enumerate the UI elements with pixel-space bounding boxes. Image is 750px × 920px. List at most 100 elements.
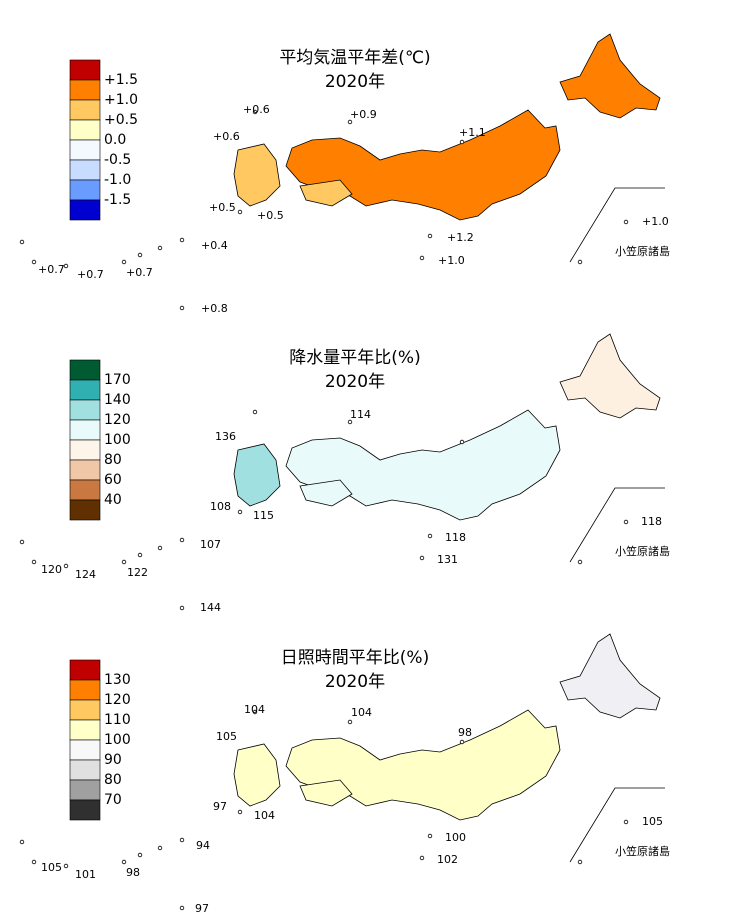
legend-box: [69, 119, 101, 141]
station-value: +1.2: [447, 231, 474, 244]
island: [252, 109, 258, 115]
station-value: +0.8: [201, 302, 228, 315]
station-value: 105: [642, 815, 663, 828]
station-value: +0.7: [126, 266, 153, 279]
island: [252, 409, 258, 415]
station-value: 97: [213, 800, 227, 813]
station-value: 120: [41, 563, 62, 576]
legend-label: 170: [104, 372, 131, 388]
station-value: 124: [75, 568, 96, 581]
panel-year: 2020年: [325, 72, 385, 92]
island: [623, 819, 629, 825]
station-value: 104: [254, 809, 275, 822]
legend-label: -1.5: [104, 192, 131, 208]
legend-box: [69, 739, 101, 761]
island: [63, 563, 69, 569]
station-value: 131: [437, 553, 458, 566]
legend-label: -0.5: [104, 152, 131, 168]
island: [623, 519, 629, 525]
panel-year: 2020年: [325, 372, 385, 392]
legend-label: 120: [104, 692, 131, 708]
station-value: 136: [215, 430, 236, 443]
island: [179, 237, 185, 243]
island: [121, 859, 127, 865]
island: [427, 233, 433, 239]
island: [63, 263, 69, 269]
island: [179, 305, 185, 311]
region-kyushu: [233, 443, 281, 507]
ogasawara-frame: [569, 487, 665, 563]
legend-label: 70: [104, 792, 122, 808]
map-panel: 平均気温平年差(℃) 2020年 +1.5 +1.0 +0.5 0.0 -0.5 -1.0 -1…: [19, 33, 670, 315]
panel-title: 降水量平年比(%): [289, 348, 420, 368]
islands-label: 小笠原諸島: [615, 244, 670, 258]
island: [121, 559, 127, 565]
station-value: +0.5: [209, 201, 236, 214]
legend-box: [69, 159, 101, 181]
station-value: 122: [127, 566, 148, 579]
island: [347, 419, 353, 425]
island: [347, 719, 353, 725]
station-value: 115: [253, 509, 274, 522]
legend-label: 60: [104, 472, 122, 488]
island: [252, 709, 258, 715]
island: [419, 255, 425, 261]
island: [459, 739, 465, 745]
island: [459, 439, 465, 445]
legend-label: 40: [104, 492, 122, 508]
station-value: 105: [41, 861, 62, 874]
island: [63, 863, 69, 869]
region-kyushu: [233, 143, 281, 207]
legend-label: 100: [104, 732, 131, 748]
island: [31, 559, 37, 565]
legend-label: 140: [104, 392, 131, 408]
station-value: 118: [445, 531, 466, 544]
island: [179, 537, 185, 543]
ogasawara-frame: [569, 787, 665, 863]
island: [459, 139, 465, 145]
islands-label: 小笠原諸島: [615, 844, 670, 858]
legend-label: +0.5: [104, 112, 138, 128]
legend-box: [69, 399, 101, 421]
legend-box: [69, 199, 101, 221]
island: [419, 855, 425, 861]
legend-box: [69, 699, 101, 721]
station-value: +1.1: [459, 126, 486, 139]
station-value: +0.7: [77, 268, 104, 281]
station-value: 144: [200, 601, 221, 614]
island: [179, 605, 185, 611]
panel-year: 2020年: [325, 672, 385, 692]
station-value: 114: [350, 408, 371, 421]
island: [577, 259, 583, 265]
legend-box: [69, 179, 101, 201]
legend-box: [69, 719, 101, 741]
island: [623, 219, 629, 225]
station-value: +0.5: [257, 209, 284, 222]
legend-box: [69, 799, 101, 821]
station-value: +0.7: [38, 263, 65, 276]
island: [19, 239, 25, 245]
legend-box: [69, 679, 101, 701]
panel-title: 平均気温平年差(℃): [279, 48, 430, 68]
island: [237, 509, 243, 515]
legend-box: [69, 499, 101, 521]
island: [427, 533, 433, 539]
islands-label: 小笠原諸島: [615, 544, 670, 558]
legend-label: +1.5: [104, 72, 138, 88]
map-panel: 日照時間平年比(%) 2020年 130 120 110 100 90 80 70 小笠原諸島 10…: [19, 633, 670, 915]
legend-box: [69, 79, 101, 101]
station-value: 100: [445, 831, 466, 844]
station-value: 118: [641, 515, 662, 528]
island: [577, 559, 583, 565]
station-value: 97: [195, 902, 209, 915]
island: [19, 539, 25, 545]
legend-label: 100: [104, 432, 131, 448]
legend-box: [69, 59, 101, 81]
legend-label: 80: [104, 452, 122, 468]
island: [179, 837, 185, 843]
legend-box: [69, 139, 101, 161]
legend-label: 90: [104, 752, 122, 768]
region-hokkaido: [559, 333, 661, 419]
station-value: 105: [216, 730, 237, 743]
